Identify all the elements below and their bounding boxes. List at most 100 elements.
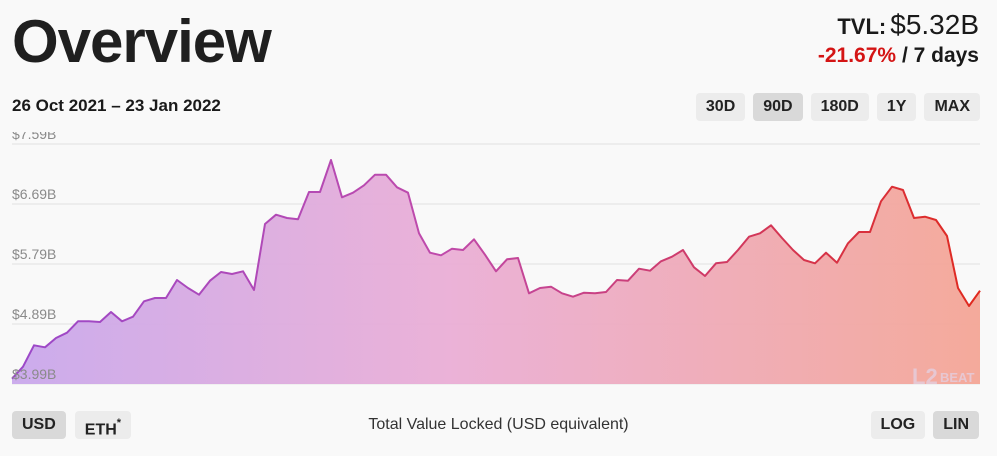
data-point [967,304,971,308]
tvl-value: $5.32B [890,9,979,40]
data-point [593,291,597,295]
data-point [560,291,564,295]
data-point [219,270,223,274]
watermark-logo: L2 BEAT [912,364,974,389]
date-range: 26 Oct 2021 – 23 Jan 2022 [12,96,221,115]
data-point [175,278,179,282]
data-point [87,319,91,323]
data-point [252,288,256,292]
data-point [131,315,135,319]
currency-button-eth[interactable]: ETH* [74,411,132,439]
range-button-max[interactable]: MAX [924,93,980,121]
range-button-1y[interactable]: 1Y [876,93,917,121]
data-point [373,173,377,177]
data-point [505,257,509,261]
data-point [208,279,212,283]
data-point [725,260,729,264]
data-point [637,267,641,271]
data-point [868,230,872,234]
chart-footer: USD ETH* Total Value Locked (USD equival… [0,411,997,441]
data-point [406,191,410,195]
data-point [263,222,267,226]
data-point [835,261,839,265]
data-point [351,191,355,195]
data-point [604,290,608,294]
data-point [648,269,652,273]
scale-button-log[interactable]: LOG [870,411,926,439]
data-point [736,248,740,252]
data-point [527,291,531,295]
range-button-180d[interactable]: 180D [810,93,869,121]
data-point [439,253,443,257]
data-point [461,248,465,252]
tvl-change: -21.67% [817,44,897,67]
data-point [65,331,69,335]
data-point [428,251,432,255]
data-point [956,286,960,290]
currency-eth-label: ETH [84,421,117,439]
data-point [978,289,982,293]
watermark-l2: L2 [912,364,938,389]
data-point [329,158,333,162]
currency-selector: USD ETH* [12,411,132,439]
data-point [934,218,938,222]
data-point [582,291,586,295]
data-point [98,320,102,324]
watermark-beat: BEAT [940,370,974,385]
data-point [516,256,520,260]
data-point [76,319,80,323]
data-point [120,319,124,323]
chart-caption: Total Value Locked (USD equivalent) [368,416,629,433]
data-point [791,248,795,252]
data-point [714,261,718,265]
data-point [43,345,47,349]
data-point [747,235,751,239]
data-point [285,216,289,220]
data-point [626,279,630,283]
data-point [340,195,344,199]
data-point [681,248,685,252]
data-point [758,231,762,235]
data-point [241,269,245,273]
data-point [417,231,421,235]
data-point [923,215,927,219]
data-point [538,286,542,290]
data-point [142,299,146,303]
data-point [659,259,663,263]
page-title: Overview [12,8,272,75]
currency-eth-note: * [116,417,122,429]
data-point [483,253,487,257]
data-point [692,265,696,269]
data-point [670,255,674,259]
scale-button-lin[interactable]: LIN [933,411,979,439]
data-point [318,190,322,194]
y-axis-labels: $3.99B $4.89B $5.79B $6.69B $7.59B [12,132,56,382]
scale-selector: LOG LIN [870,411,979,439]
data-point [912,216,916,220]
data-point [109,310,113,314]
y-tick-label: $7.59B [12,132,56,142]
data-point [186,286,190,290]
data-point [703,274,707,278]
range-button-90d[interactable]: 90D [753,93,803,121]
tvl-label: TVL: [837,14,887,39]
data-point [857,230,861,234]
data-point [615,278,619,282]
data-point [846,241,850,245]
data-point [549,285,553,289]
data-point [901,188,905,192]
data-point [274,213,278,217]
data-point [395,185,399,189]
data-point [494,269,498,273]
change-line: -21.67% / 7 days [818,42,979,70]
data-point [450,247,454,251]
currency-button-usd[interactable]: USD [12,411,66,439]
data-point [571,295,575,299]
tvl-chart: $3.99B $4.89B $5.79B $6.69B $7.59B L2 BEAT [11,132,982,389]
data-point [197,293,201,297]
range-button-30d[interactable]: 30D [695,93,746,121]
data-point [780,236,784,240]
data-point [879,199,883,203]
data-point [296,217,300,221]
tvl-summary: TVL: $5.32B -21.67% / 7 days [818,10,979,70]
